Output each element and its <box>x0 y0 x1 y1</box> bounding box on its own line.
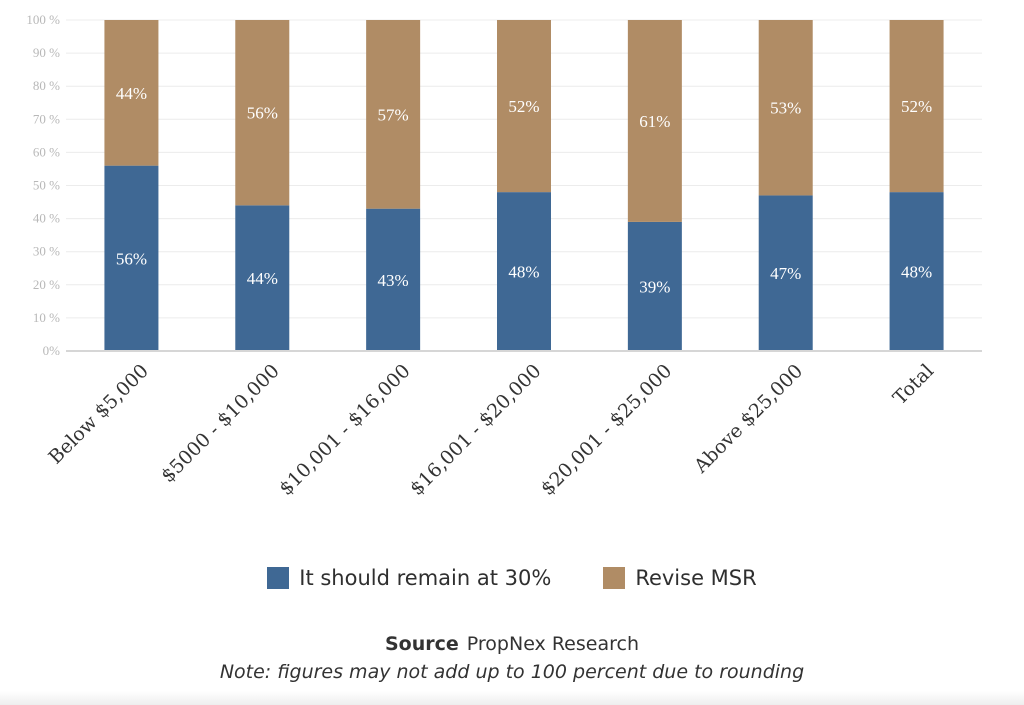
bar-revise <box>497 20 551 193</box>
y-axis-ticks: 0% 10 % 20 % 30 % 40 % 50 % 60 % 70 % 80 % 90 % 10… <box>26 12 60 358</box>
bar-remain <box>758 195 813 351</box>
bar-remain <box>104 165 159 351</box>
y-tick-label: 10 % <box>33 310 60 325</box>
data-label-remain: 44% <box>247 269 278 288</box>
legend-label-remain: It should remain at 30% <box>299 566 552 590</box>
chart-footer: Source PropNex Research Note: figures may… <box>0 630 1024 686</box>
source-line: Source PropNex Research <box>0 630 1024 658</box>
data-label-remain: 56% <box>116 249 147 268</box>
y-tick-label: 0% <box>43 343 61 358</box>
x-category-label: Below $5,000 <box>44 360 153 469</box>
stacked-bar-chart: 0% 10 % 20 % 30 % 40 % 50 % 60 % 70 % 80 % 90 % 10… <box>26 12 982 500</box>
y-tick-label: 60 % <box>33 144 60 159</box>
bar-revise <box>627 20 682 222</box>
data-label-revise: 52% <box>901 97 932 116</box>
x-category-label: $5000 - $10,000 <box>157 360 284 487</box>
source-label: Source <box>384 633 459 655</box>
legend-label-revise: Revise MSR <box>635 566 757 590</box>
bar-remain <box>627 221 682 351</box>
x-category-label: Total <box>889 360 938 409</box>
legend-swatch-revise <box>603 567 626 589</box>
data-label-remain: 48% <box>508 263 539 282</box>
data-label-remain: 47% <box>770 264 801 283</box>
y-tick-label: 50 % <box>33 178 60 193</box>
bar-revise <box>366 20 421 209</box>
data-label-revise: 44% <box>116 84 147 103</box>
bar-remain <box>889 192 944 351</box>
rounding-note: Note: figures may not add up to 100 perc… <box>219 661 805 683</box>
bottom-shade <box>0 691 1024 705</box>
legend-item-remain: It should remain at 30% <box>267 566 551 590</box>
bar-revise <box>104 20 159 166</box>
y-tick-label: 30 % <box>33 244 60 259</box>
bar-revise <box>758 20 813 196</box>
y-tick-label: 20 % <box>33 277 60 292</box>
bars: 56% 44% 44% 56% 43% 57% 48% 52% 39% 61% 47% 53% 48% 5… <box>104 20 944 351</box>
data-label-remain: 48% <box>901 263 932 282</box>
x-category-label: $20,001 - $25,000 <box>537 360 677 500</box>
x-axis-labels: Below $5,000 $5000 - $10,000$10,001 - $16… <box>44 360 938 500</box>
legend-swatch-remain <box>267 567 290 589</box>
y-tick-label: 40 % <box>33 211 60 226</box>
data-label-revise: 52% <box>508 97 539 116</box>
data-label-remain: 43% <box>378 271 409 290</box>
data-label-revise: 53% <box>770 99 801 118</box>
source-value: PropNex Research <box>466 633 639 655</box>
y-tick-label: 70 % <box>33 111 60 126</box>
bar-revise <box>235 20 290 206</box>
legend: It should remain at 30% Revise MSR <box>0 566 1024 590</box>
y-tick-label: 90 % <box>33 45 60 60</box>
data-label-revise: 61% <box>639 112 670 131</box>
legend-item-revise: Revise MSR <box>603 566 757 590</box>
data-label-remain: 39% <box>639 277 670 296</box>
y-tick-label: 80 % <box>33 78 60 93</box>
bar-remain <box>366 208 421 351</box>
x-category-label: $10,001 - $16,000 <box>275 360 415 500</box>
bar-remain <box>235 205 290 351</box>
x-category-label: $16,001 - $20,000 <box>406 360 546 500</box>
x-category-label: Above $25,000 <box>689 360 807 478</box>
y-tick-label: 100 % <box>26 12 60 27</box>
bar-revise <box>889 20 944 193</box>
data-label-revise: 56% <box>247 104 278 123</box>
bar-remain <box>497 192 551 351</box>
data-label-revise: 57% <box>378 105 409 124</box>
